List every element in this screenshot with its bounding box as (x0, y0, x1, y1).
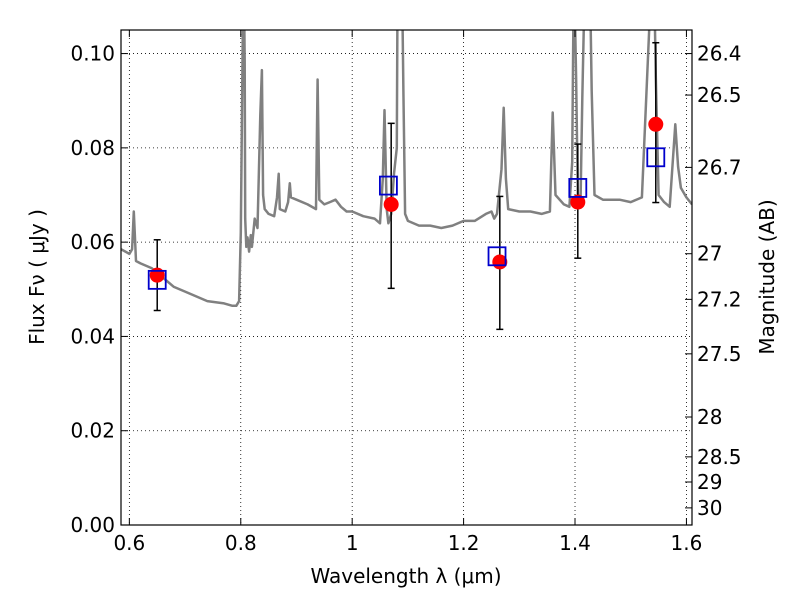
observed-flux-point (570, 194, 586, 210)
mag-tick-label: 29 (697, 470, 722, 494)
observed-flux-point (648, 116, 664, 132)
mag-tick-label: 27 (697, 242, 722, 266)
grid-lines (121, 30, 692, 526)
x-tick-label: 1.2 (448, 531, 480, 555)
y-tick-label: 0.08 (70, 136, 115, 160)
x-tick-label: 0.6 (113, 531, 145, 555)
observed-flux-point (383, 196, 399, 212)
model-flux-square (487, 246, 507, 267)
y-axis-label: Flux Fν ( μJy ) (25, 209, 49, 345)
x-tick-label: 1.4 (559, 531, 591, 555)
x-tick-label: 1.6 (671, 531, 703, 555)
mag-tick-label: 30 (697, 496, 722, 520)
mag-tick-label: 28 (697, 405, 722, 429)
mag-tick-label: 26.7 (697, 155, 742, 179)
y-tick-label: 0.00 (70, 513, 115, 537)
mag-tick-label: 27.5 (697, 342, 742, 366)
model-flux-square (568, 178, 588, 198)
mag-tick-label: 27.2 (697, 287, 742, 311)
y-tick-label: 0.04 (70, 324, 115, 348)
x-tick-label: 1 (346, 531, 359, 555)
x-tick-label: 0.8 (225, 531, 257, 555)
plot-area (121, 30, 692, 525)
x-axis-label: Wavelength λ (μm) (310, 564, 501, 588)
y-tick-label: 0.10 (70, 42, 115, 66)
plot-frame (120, 29, 693, 526)
y-tick-label: 0.06 (70, 230, 115, 254)
marker-layer (147, 41, 666, 331)
tick-layer: 0.6 0.8 1 1.2 1.4 1.6 0.00 0.02 0.04 0.06 0.08 0.10… (70, 30, 742, 555)
mag-tick-label: 26.4 (697, 42, 742, 66)
y2-axis-label: Magnitude (AB) (755, 199, 779, 354)
mag-tick-label: 26.5 (697, 83, 742, 107)
model-flux-square (378, 175, 398, 196)
observed-flux-point (149, 267, 165, 283)
model-flux-square (147, 269, 167, 290)
model-flux-square (646, 147, 666, 168)
mag-tick-label: 28.5 (697, 445, 742, 469)
y-tick-label: 0.02 (70, 419, 115, 443)
